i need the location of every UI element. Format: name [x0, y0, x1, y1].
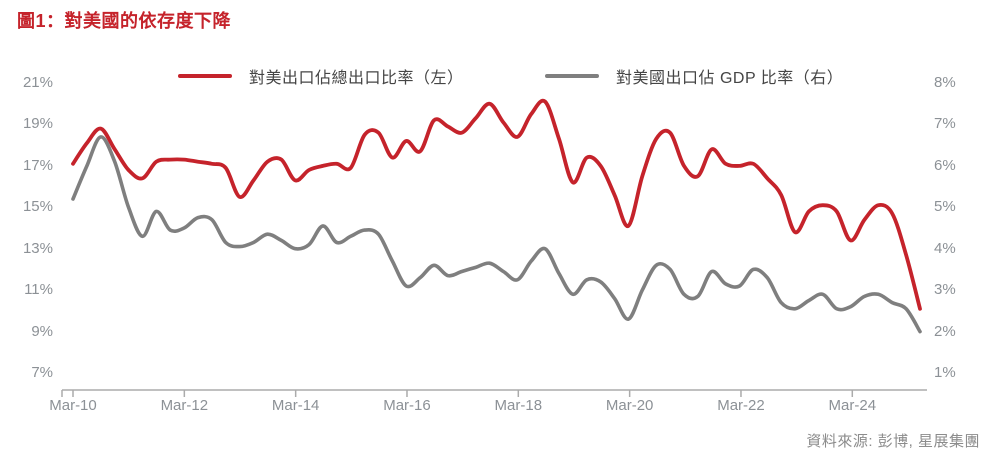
x-axis-tick-label: Mar-22: [717, 397, 765, 414]
left-axis-tick-label: 9%: [31, 322, 53, 340]
left-axis-tick-label: 21%: [22, 74, 53, 91]
legend-label-exports-share: 對美出口佔總出口比率（左）: [249, 70, 464, 87]
chart-title: 圖1：對美國的依存度下降: [17, 11, 232, 31]
x-axis-tick-label: Mar-10: [49, 397, 97, 414]
legend-label-gdp-share: 對美國出口佔 GDP 比率（右）: [616, 70, 844, 87]
gray-line-swatch-icon: [545, 73, 599, 79]
right-axis-tick-label: 4%: [934, 239, 956, 257]
right-axis-tick-label: 1%: [934, 364, 956, 381]
x-axis-tick-label: Mar-24: [828, 397, 877, 414]
series-line-gdp-share: [71, 135, 922, 334]
right-axis-tick-label: 2%: [934, 322, 956, 340]
left-axis-tick-label: 15%: [22, 198, 53, 216]
right-axis-tick-label: 8%: [934, 74, 956, 91]
left-axis-tick-label: 7%: [31, 364, 53, 381]
red-line-swatch-icon: [178, 73, 232, 79]
left-axis-tick-label: 13%: [22, 239, 53, 257]
right-axis-tick-label: 7%: [934, 115, 956, 133]
left-axis-tick-label: 11%: [24, 281, 53, 299]
x-axis-tick-label: Mar-20: [605, 397, 654, 414]
series-line-exports-share: [71, 98, 922, 311]
right-axis-tick-label: 6%: [934, 156, 956, 174]
left-axis-tick-label: 19%: [22, 115, 53, 133]
right-axis-tick-label: 3%: [934, 281, 956, 299]
right-axis-tick-label: 5%: [934, 198, 956, 216]
x-axis-tick-label: Mar-16: [383, 397, 431, 414]
legend-item-exports-share: 對美出口佔總出口比率（左）: [178, 66, 464, 87]
x-axis-tick-label: Mar-18: [494, 397, 543, 414]
x-axis-tick-label: Mar-14: [271, 397, 320, 414]
source-note: 資料來源: 彭博, 星展集團: [806, 433, 980, 450]
x-axis-tick-label: Mar-12: [160, 397, 209, 414]
legend-item-gdp-share: 對美國出口佔 GDP 比率（右）: [545, 66, 844, 87]
left-axis-tick-label: 17%: [22, 156, 53, 174]
